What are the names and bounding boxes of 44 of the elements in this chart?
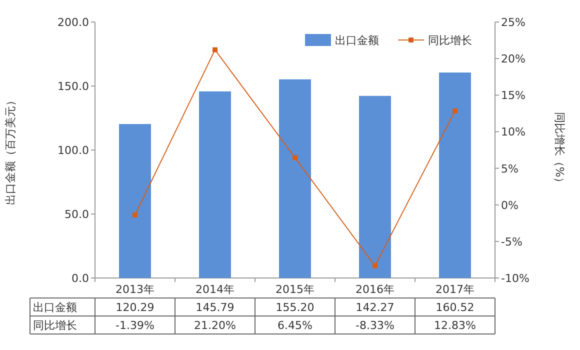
point: [372, 263, 378, 268]
y2-tick-label: 5%: [501, 162, 518, 176]
bar: [359, 96, 391, 278]
legend-label: 同比增长: [428, 34, 472, 47]
y2-tick-label: 20%: [501, 52, 526, 66]
legend-label: 出口金额: [335, 34, 379, 47]
y2-tick-label: 0%: [501, 198, 518, 212]
data-label: 142.27: [356, 301, 394, 314]
text: 出口金额: [33, 301, 77, 314]
y2-tick-label: 10%: [501, 126, 526, 139]
y2-tick-label: -5%: [501, 235, 522, 248]
bar: [119, 124, 151, 278]
bar: [279, 79, 311, 278]
point: [212, 47, 218, 52]
data-label: 145.79: [196, 301, 234, 314]
data-label: 12.83%: [434, 319, 476, 332]
data-label: 21.20%: [194, 319, 236, 332]
y-tick-label: 0.0: [72, 272, 89, 285]
x-tick-label: 2014年: [196, 283, 234, 296]
data-label: 6.45%: [278, 319, 312, 332]
data-label: 160.52: [436, 301, 474, 314]
y2-tick-label: -10%: [501, 272, 530, 285]
text: 同比增长: [33, 319, 77, 332]
data-label: 120.29: [116, 301, 154, 314]
x-tick-label: 2017年: [436, 283, 474, 296]
point: [132, 212, 138, 218]
x-tick-label: 2015年: [276, 283, 314, 296]
y2-axis-title: 同比增长（%）: [553, 112, 566, 188]
y-tick-label: 50.0: [64, 208, 89, 221]
bar: [199, 91, 231, 278]
y2-tick-label: 25%: [501, 16, 526, 29]
y-tick-label: 200.0: [58, 16, 89, 29]
data-label: -1.39%: [116, 319, 154, 332]
data-label: 155.20: [276, 301, 314, 314]
data-label: -8.33%: [356, 319, 394, 332]
x-tick-label: 2013年: [116, 283, 154, 296]
y-axis-title: 出口金额（百万美元）: [4, 95, 17, 205]
bar: [439, 72, 471, 278]
point: [452, 108, 458, 114]
x-tick-label: 2016年: [356, 283, 394, 296]
y-tick-label: 100.0: [58, 144, 89, 157]
point: [292, 155, 298, 160]
y-tick-label: 150.0: [58, 80, 89, 93]
y2-tick-label: 15%: [501, 89, 526, 102]
